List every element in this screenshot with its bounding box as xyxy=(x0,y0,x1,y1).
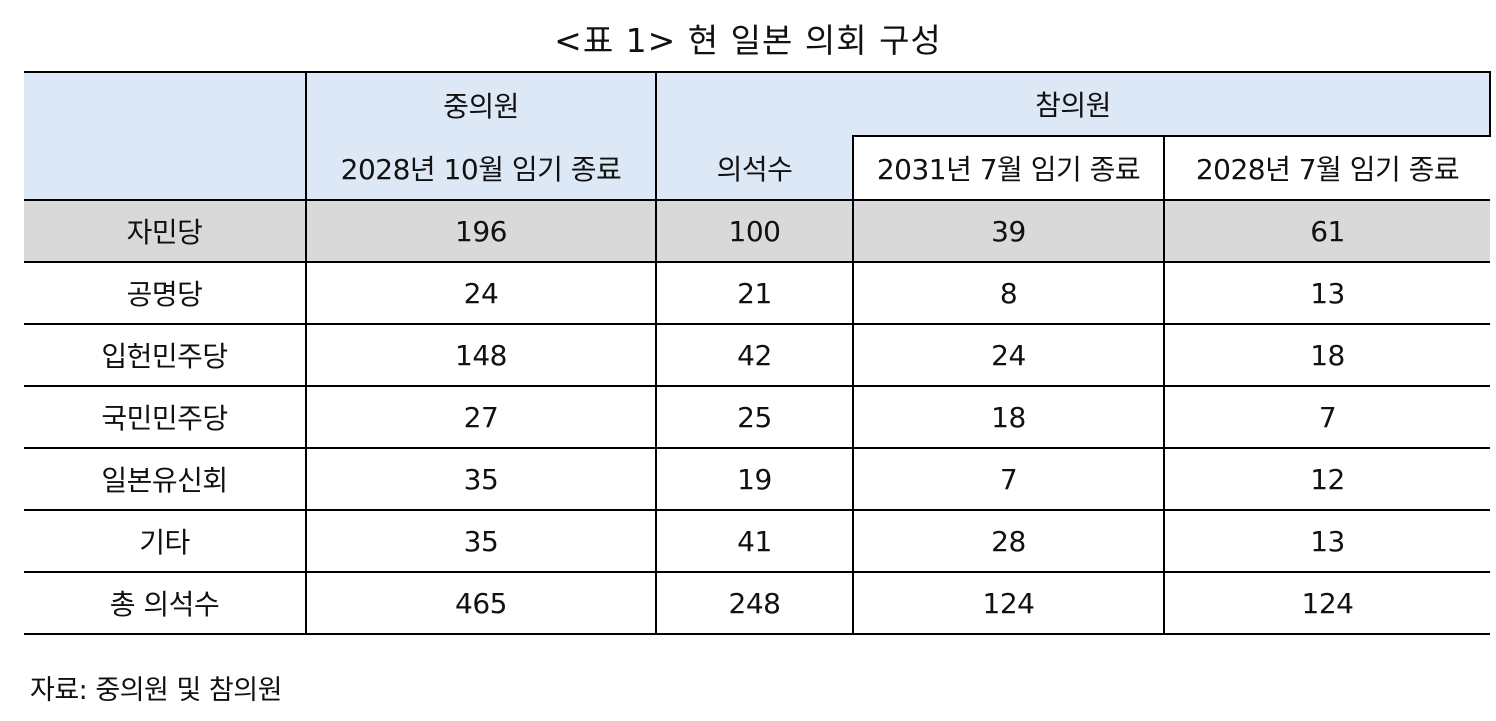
header-row-1: 중의원 참의원 xyxy=(24,71,1492,200)
upper-2028-seats: 18 xyxy=(1162,323,1491,386)
lower-seats: 148 xyxy=(305,323,656,386)
upper-2031-seats: 8 xyxy=(852,261,1164,324)
upper-seats: 41 xyxy=(655,509,853,572)
upper-2031-seats: 39 xyxy=(852,199,1164,262)
table-row: 기타 35 41 28 13 xyxy=(24,509,1491,572)
table-row: 국민민주당 27 25 18 7 xyxy=(24,385,1491,448)
lower-seats: 27 xyxy=(305,385,656,448)
upper-2028-seats: 124 xyxy=(1162,571,1491,635)
upper-2028-seats: 61 xyxy=(1162,199,1491,262)
upper-2031-seats: 28 xyxy=(852,509,1164,572)
header-lower-term: 2028년 10월 임기 종료 xyxy=(305,136,656,200)
header-lower-house: 중의원 xyxy=(305,71,656,136)
upper-seats: 248 xyxy=(655,571,853,635)
lower-seats: 35 xyxy=(305,509,656,572)
table-row: 자민당 196 100 39 61 xyxy=(24,199,1491,262)
upper-seats: 21 xyxy=(655,261,853,324)
lower-seats: 196 xyxy=(305,199,656,262)
table-title: <표 1> 현 일본 의회 구성 xyxy=(554,21,942,60)
upper-seats: 100 xyxy=(655,199,853,262)
parliament-table: 중의원 참의원 2028년 10월 임기 종료 의석수 2031년 7월 임기 … xyxy=(24,71,1492,635)
lower-seats: 465 xyxy=(305,571,656,635)
header-upper-term-2028: 2028년 7월 임기 종료 xyxy=(1162,135,1491,200)
party-name: 국민민주당 xyxy=(24,385,306,448)
party-name: 공명당 xyxy=(24,261,306,324)
upper-2028-seats: 13 xyxy=(1162,261,1491,324)
table-row: 공명당 24 21 8 13 xyxy=(24,261,1491,324)
upper-2028-seats: 7 xyxy=(1162,385,1491,448)
upper-2028-seats: 12 xyxy=(1162,447,1491,510)
upper-seats: 25 xyxy=(655,385,853,448)
header-upper-term-2031: 2031년 7월 임기 종료 xyxy=(852,135,1164,200)
upper-seats: 19 xyxy=(655,447,853,510)
party-name: 총 의석수 xyxy=(24,571,306,635)
upper-2028-seats: 13 xyxy=(1162,509,1491,572)
party-name: 자민당 xyxy=(24,199,306,262)
header-upper-seats: 의석수 xyxy=(655,136,853,200)
upper-2031-seats: 18 xyxy=(852,385,1164,448)
upper-seats: 42 xyxy=(655,323,853,386)
header-upper-house: 참의원 xyxy=(654,71,1492,136)
table-row: 일본유신회 35 19 7 12 xyxy=(24,447,1491,510)
party-name: 입헌민주당 xyxy=(24,323,306,386)
party-name: 기타 xyxy=(24,509,306,572)
upper-2031-seats: 7 xyxy=(852,447,1164,510)
table-row: 입헌민주당 148 42 24 18 xyxy=(24,323,1491,386)
lower-seats: 24 xyxy=(305,261,656,324)
header-row-2: 2028년 10월 임기 종료 의석수 2031년 7월 임기 종료 2028년… xyxy=(24,135,1491,200)
source-note: 자료: 중의원 및 참의원 xyxy=(30,675,282,706)
party-name: 일본유신회 xyxy=(24,447,306,510)
lower-seats: 35 xyxy=(305,447,656,510)
table-row-total: 총 의석수 465 248 124 124 xyxy=(24,571,1491,635)
header-corner xyxy=(24,71,306,200)
upper-2031-seats: 24 xyxy=(852,323,1164,386)
upper-2031-seats: 124 xyxy=(852,571,1164,635)
